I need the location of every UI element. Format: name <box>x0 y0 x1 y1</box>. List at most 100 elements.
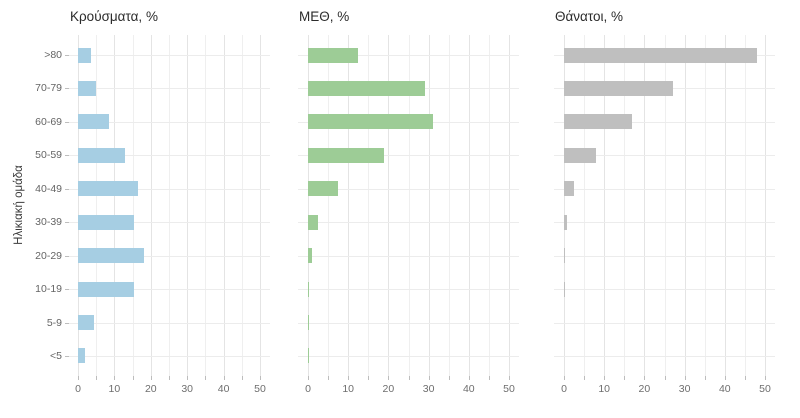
gridline-vertical <box>308 35 309 376</box>
gridline-horizontal <box>554 255 775 257</box>
gridline-horizontal <box>298 322 519 324</box>
gridline-vertical <box>348 35 350 376</box>
x-axis-tick <box>765 376 766 380</box>
gridline-vertical <box>408 35 410 376</box>
bar-icu-20-29 <box>308 248 313 264</box>
x-tick-label: 40 <box>718 383 731 395</box>
x-tick-label: 40 <box>462 383 475 395</box>
x-axis-tick <box>664 376 666 380</box>
bar-icu->80 <box>308 47 359 63</box>
gridline-horizontal <box>69 121 270 123</box>
gridline-vertical <box>584 35 586 376</box>
x-tick-label: 50 <box>254 383 266 395</box>
x-axis-tick <box>187 376 189 380</box>
y-axis-tick <box>65 322 69 324</box>
bar-deaths-70-79 <box>564 80 673 96</box>
bar-icu-40-49 <box>308 181 339 197</box>
gridline-horizontal <box>69 289 270 291</box>
x-axis-tick <box>488 376 490 380</box>
bar-cases-60-69 <box>78 114 109 130</box>
x-tick-label: 10 <box>598 383 611 395</box>
y-axis-tick <box>65 255 69 257</box>
gridline-horizontal <box>554 355 775 357</box>
gridline-horizontal <box>554 188 775 190</box>
gridline-vertical <box>205 35 207 376</box>
gridline-vertical <box>132 35 134 376</box>
bar-icu-50-59 <box>308 147 385 163</box>
bar-deaths->80 <box>564 47 757 63</box>
gridline-vertical <box>704 35 706 376</box>
gridline-vertical <box>684 35 686 376</box>
bar-cases-20-29 <box>78 248 144 264</box>
gridline-horizontal <box>554 155 775 157</box>
y-axis-tick <box>65 155 69 157</box>
gridline-vertical <box>169 35 170 376</box>
bar-icu-5-9 <box>308 315 309 330</box>
age-group-label: 60-69 <box>35 115 62 128</box>
x-tick-label: 10 <box>108 383 121 395</box>
gridline-vertical <box>448 35 450 376</box>
gridline-horizontal <box>298 222 519 224</box>
gridline-horizontal <box>69 222 270 224</box>
x-tick-label: 20 <box>382 383 395 395</box>
panel-title-cases: Κρούσματα, % <box>70 9 158 24</box>
gridline-vertical <box>488 35 490 376</box>
x-axis-tick <box>260 376 261 380</box>
bar-cases-5-9 <box>78 315 95 330</box>
gridline-vertical <box>78 35 79 376</box>
x-axis-tick <box>468 376 470 380</box>
x-axis-tick <box>704 376 706 380</box>
x-axis-tick <box>348 376 350 380</box>
gridline-vertical <box>150 35 152 376</box>
gridline-vertical <box>744 35 746 376</box>
y-axis-tick <box>65 289 69 291</box>
age-group-label: 40-49 <box>35 182 62 195</box>
x-axis-tick <box>223 376 225 380</box>
gridline-vertical <box>604 35 606 376</box>
x-tick-label: 30 <box>181 383 194 395</box>
age-group-axis: >80 70-79 60-69 50-59 40-49 30-39 20-29 10-19 5-… <box>0 0 62 418</box>
bar-icu-70-79 <box>308 80 425 96</box>
bar-cases-<5 <box>78 348 86 364</box>
gridline-vertical <box>564 35 565 376</box>
gridline-horizontal <box>69 55 270 57</box>
gridline-horizontal <box>69 322 270 324</box>
gridline-vertical <box>428 35 430 376</box>
age-group-label: >80 <box>44 49 62 62</box>
gridline-vertical <box>96 35 98 376</box>
gridline-horizontal <box>298 255 519 257</box>
y-axis-tick <box>65 88 69 90</box>
bar-icu-10-19 <box>308 281 310 297</box>
gridline-horizontal <box>554 222 775 224</box>
x-axis-tick <box>388 376 390 380</box>
panel-title-icu: ΜΕΘ, % <box>299 9 350 24</box>
gridline-vertical <box>664 35 666 376</box>
bar-icu-<5 <box>308 348 309 364</box>
plot-area-icu <box>298 35 519 376</box>
x-axis-tick <box>205 376 207 380</box>
age-group-label: 30-39 <box>35 216 62 229</box>
x-axis-tick <box>114 376 116 380</box>
bar-icu-30-39 <box>308 214 319 230</box>
gridline-horizontal <box>69 355 270 357</box>
age-group-label: 20-29 <box>35 249 62 262</box>
bar-cases-30-39 <box>78 214 135 230</box>
x-axis-tick <box>328 376 330 380</box>
gridline-vertical <box>644 35 646 376</box>
x-axis-tick <box>448 376 450 380</box>
gridline-vertical <box>624 35 626 376</box>
gridline-horizontal <box>69 255 270 257</box>
x-axis-tick <box>368 376 370 380</box>
x-tick-label: 0 <box>75 383 81 395</box>
x-tick-label: 0 <box>561 383 567 395</box>
gridline-horizontal <box>298 188 519 190</box>
x-tick-label: 20 <box>144 383 157 395</box>
x-tick-label: 40 <box>217 383 230 395</box>
bar-deaths-60-69 <box>564 114 633 130</box>
gridline-vertical <box>328 35 330 376</box>
x-axis-tick <box>584 376 586 380</box>
gridline-vertical <box>765 35 766 376</box>
x-axis-tick <box>169 376 170 380</box>
age-group-label: 10-19 <box>35 283 62 296</box>
x-axis-tick <box>78 376 79 380</box>
